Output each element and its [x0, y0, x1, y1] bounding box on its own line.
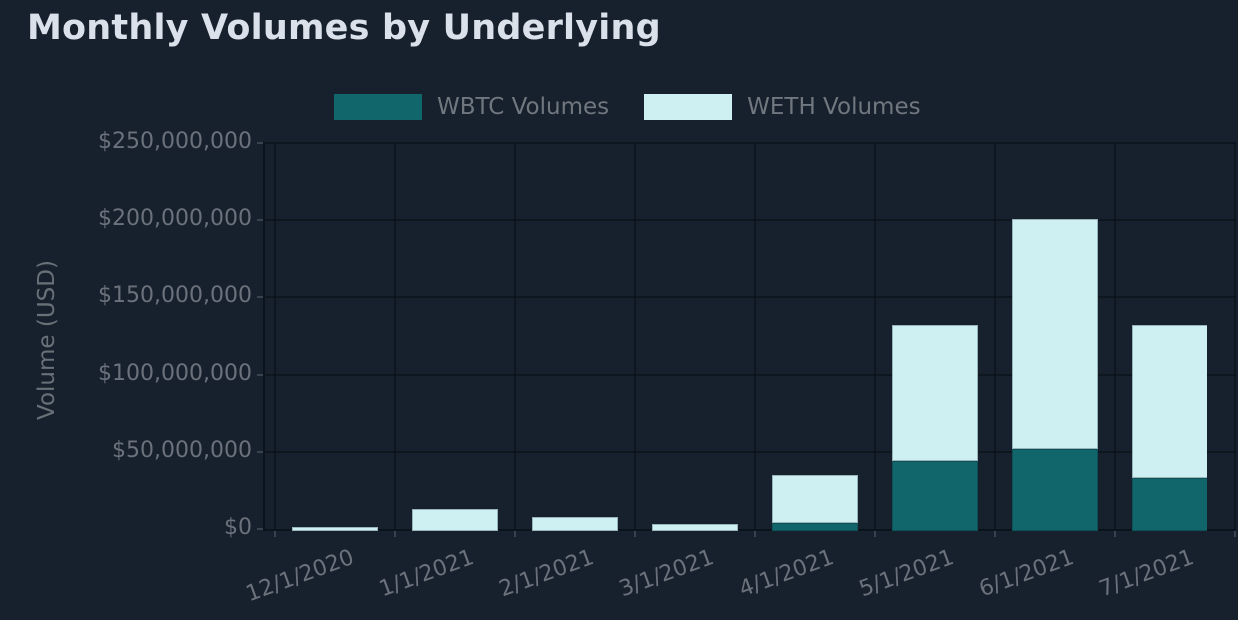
v-gridline [754, 143, 756, 529]
bar-6-1-2021-wbtc-segment[interactable] [1012, 448, 1098, 531]
v-gridline [874, 143, 876, 529]
h-gridline [265, 296, 1236, 299]
x-axis-line [263, 529, 1236, 531]
x-tick [1114, 530, 1116, 537]
bar-2-1-2021-weth-segment[interactable] [532, 516, 618, 531]
x-tick-label: 4/1/2021 [736, 545, 838, 603]
x-tick [874, 530, 876, 537]
v-gridline [514, 143, 516, 529]
v-gridline [1234, 143, 1236, 529]
x-tick-label: 3/1/2021 [616, 545, 718, 603]
x-tick [394, 530, 396, 537]
y-tick-label: $200,000,000 [98, 206, 252, 232]
x-tick [994, 530, 996, 537]
x-tick-label: 12/1/2020 [242, 545, 358, 608]
bar-4-1-2021-wbtc-segment[interactable] [772, 522, 858, 531]
y-tick-label: $100,000,000 [98, 360, 252, 386]
y-tick [257, 528, 265, 530]
y-tick-label: $250,000,000 [98, 129, 252, 154]
bar-5-1-2021-weth-segment[interactable] [892, 325, 978, 462]
y-tick [257, 296, 265, 299]
y-tick [257, 450, 265, 453]
v-gridline [634, 143, 636, 529]
x-tick [1234, 530, 1236, 537]
v-gridline [394, 143, 396, 529]
v-gridline [994, 143, 996, 529]
wbtc-legend-swatch[interactable] [334, 94, 422, 120]
weth-legend-swatch[interactable] [644, 94, 733, 120]
x-tick [634, 530, 636, 537]
weth-legend-label[interactable]: WETH Volumes [747, 94, 921, 120]
bar-4-1-2021-weth-segment[interactable] [772, 474, 858, 523]
bar-6-1-2021-weth-segment[interactable] [1012, 218, 1098, 449]
x-tick-label: 6/1/2021 [976, 545, 1078, 603]
y-tick [257, 142, 265, 144]
x-tick-label: 1/1/2021 [376, 545, 478, 603]
y-tick-label: $50,000,000 [112, 437, 252, 463]
x-tick [754, 530, 756, 537]
chart-title: Monthly Volumes by Underlying [27, 8, 661, 48]
bar-7-1-2021-weth-segment[interactable] [1132, 325, 1207, 479]
bar-12-1-2020-weth-segment[interactable] [292, 526, 378, 531]
v-gridline [1114, 143, 1116, 529]
h-gridline [265, 142, 1236, 144]
bar-7-1-2021-wbtc-segment[interactable] [1132, 478, 1207, 531]
y-tick [257, 219, 265, 222]
bar-5-1-2021-wbtc-segment[interactable] [892, 461, 978, 531]
x-tick-label: 5/1/2021 [856, 545, 958, 603]
x-tick-label: 7/1/2021 [1096, 545, 1198, 603]
x-tick [514, 530, 516, 537]
x-tick-label: 2/1/2021 [496, 545, 598, 603]
x-tick [274, 530, 276, 537]
v-gridline [274, 143, 276, 529]
bars-layer [265, 140, 1207, 534]
wbtc-legend-label[interactable]: WBTC Volumes [437, 94, 610, 120]
y-tick-label: $150,000,000 [98, 283, 252, 309]
y-tick [257, 373, 265, 376]
h-gridline [265, 219, 1236, 222]
y-tick-label: $0 [224, 515, 252, 540]
h-gridline [265, 450, 1236, 453]
bar-3-1-2021-weth-segment[interactable] [652, 523, 738, 531]
h-gridline [265, 373, 1236, 376]
y-axis-line [263, 142, 265, 531]
chart-legend: WBTC Volumes WETH Volumes [334, 93, 921, 121]
bar-1-1-2021-weth-segment[interactable] [412, 508, 498, 531]
